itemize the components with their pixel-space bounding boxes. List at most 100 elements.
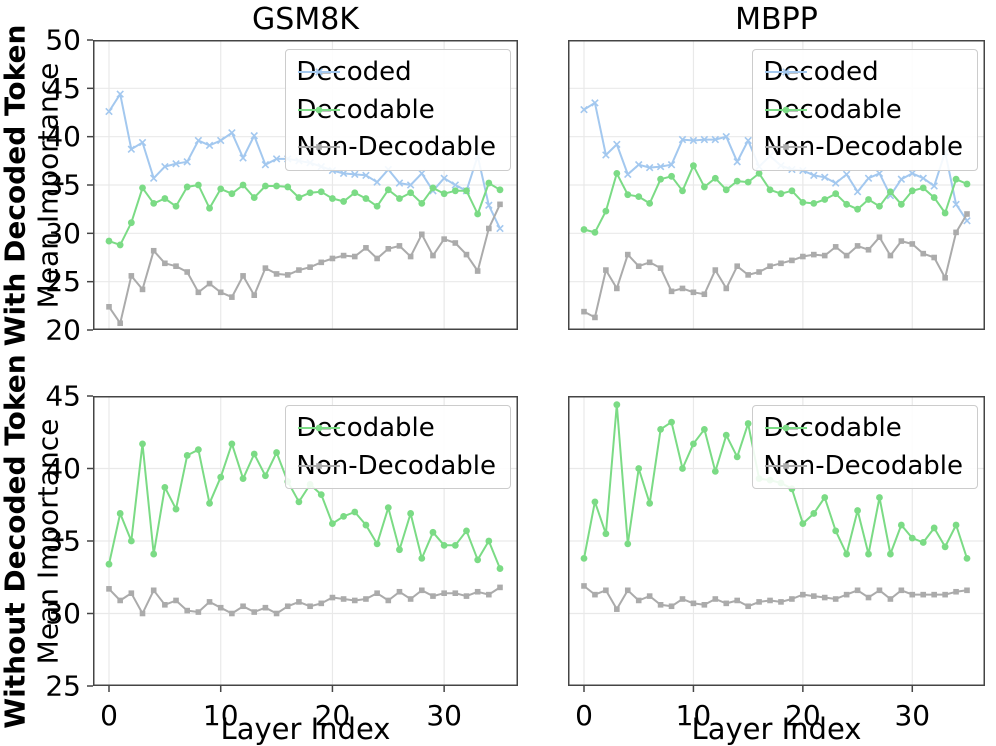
square-marker bbox=[920, 250, 927, 257]
y-tick-label: 25 bbox=[45, 670, 81, 703]
circle-marker bbox=[700, 425, 708, 433]
legend-item: Non-Decodable bbox=[763, 451, 963, 481]
y-tick-label: 30 bbox=[45, 217, 81, 250]
legend-x-marker-sample bbox=[298, 68, 341, 77]
x-marker bbox=[205, 141, 214, 150]
axes-spines bbox=[568, 396, 985, 686]
x-tick-label: 10 bbox=[676, 699, 712, 732]
square-marker bbox=[340, 252, 347, 259]
square-marker bbox=[396, 243, 403, 249]
square-marker bbox=[953, 588, 959, 595]
square-marker bbox=[712, 267, 719, 273]
circle-marker bbox=[373, 202, 381, 210]
circle-marker bbox=[407, 189, 415, 197]
circle-marker bbox=[315, 106, 323, 114]
square-marker bbox=[117, 597, 123, 604]
circle-marker bbox=[722, 431, 730, 439]
x-marker bbox=[315, 68, 324, 77]
x-marker bbox=[930, 182, 938, 190]
circle-marker bbox=[273, 449, 280, 456]
square-marker bbox=[745, 272, 751, 278]
y-tick-label: 40 bbox=[45, 120, 81, 153]
x-tick-label: 20 bbox=[785, 699, 821, 732]
circle-marker bbox=[262, 182, 269, 190]
circle-marker bbox=[351, 508, 359, 516]
circle-marker bbox=[865, 196, 872, 203]
circle-marker bbox=[657, 175, 664, 183]
circle-marker bbox=[105, 237, 113, 245]
x-marker bbox=[634, 160, 643, 169]
circle-marker bbox=[843, 550, 851, 558]
circle-marker bbox=[782, 424, 790, 432]
square-marker bbox=[351, 597, 358, 604]
x-marker bbox=[613, 140, 621, 149]
ticks: 20 25 30 35 40 45 50 bbox=[45, 24, 93, 347]
square-marker bbox=[767, 597, 773, 604]
square-marker bbox=[240, 273, 246, 279]
square-marker bbox=[964, 211, 970, 217]
legend: Decodable Non-Decodable bbox=[752, 405, 978, 490]
circle-marker bbox=[440, 541, 448, 549]
square-marker bbox=[931, 591, 937, 598]
series-line bbox=[583, 585, 968, 611]
circle-marker bbox=[496, 565, 504, 572]
square-marker bbox=[284, 272, 291, 278]
circle-marker bbox=[139, 184, 146, 192]
circle-marker bbox=[755, 170, 763, 177]
circle-marker bbox=[602, 207, 610, 215]
square-marker bbox=[463, 593, 470, 599]
x-marker bbox=[678, 135, 687, 144]
x-marker bbox=[406, 181, 415, 189]
circle-marker bbox=[744, 178, 752, 186]
square-marker bbox=[173, 597, 179, 604]
x-marker bbox=[908, 169, 917, 178]
x-marker bbox=[744, 136, 752, 145]
square-marker bbox=[723, 600, 730, 607]
square-marker bbox=[374, 255, 380, 262]
square-marker bbox=[150, 587, 157, 594]
x-marker bbox=[722, 132, 731, 141]
square-marker bbox=[162, 602, 168, 608]
legend-x-marker-sample bbox=[765, 68, 808, 77]
square-marker bbox=[942, 275, 948, 281]
circle-marker bbox=[865, 550, 872, 558]
square-marker bbox=[843, 252, 850, 259]
square-marker bbox=[723, 285, 730, 292]
y-tick-label: 45 bbox=[45, 380, 81, 413]
x-marker bbox=[782, 68, 791, 77]
square-marker bbox=[898, 238, 905, 244]
square-marker bbox=[876, 587, 883, 594]
circle-marker bbox=[329, 520, 336, 527]
circle-marker bbox=[668, 418, 675, 426]
y-tick-label: 35 bbox=[45, 169, 81, 202]
circle-marker bbox=[919, 184, 927, 192]
circle-marker bbox=[418, 555, 426, 562]
circle-marker bbox=[485, 537, 493, 545]
circle-marker bbox=[384, 186, 392, 194]
circle-marker bbox=[194, 446, 202, 454]
square-marker bbox=[316, 463, 323, 469]
circle-marker bbox=[930, 194, 938, 201]
square-marker bbox=[396, 588, 403, 595]
x-marker bbox=[239, 154, 247, 162]
circle-marker bbox=[429, 184, 437, 192]
x-marker bbox=[864, 174, 873, 182]
x-marker bbox=[138, 138, 147, 147]
square-marker bbox=[262, 604, 269, 611]
circle-marker bbox=[580, 555, 588, 562]
circle-marker bbox=[766, 186, 774, 194]
circle-marker bbox=[799, 199, 807, 206]
x-marker bbox=[250, 131, 258, 140]
circle-marker bbox=[239, 475, 247, 483]
square-marker bbox=[964, 587, 970, 594]
ticks: 25 30 35 40 45 0 10 20 30 bbox=[45, 380, 462, 732]
square-marker bbox=[497, 201, 503, 208]
x-marker bbox=[496, 224, 504, 233]
circle-marker bbox=[624, 540, 632, 548]
x-marker bbox=[875, 169, 884, 178]
square-marker bbox=[329, 594, 336, 601]
circle-marker bbox=[646, 499, 654, 507]
square-marker bbox=[789, 596, 795, 602]
square-marker bbox=[646, 259, 653, 266]
legend: Decodable Non-Decodable bbox=[285, 405, 511, 490]
